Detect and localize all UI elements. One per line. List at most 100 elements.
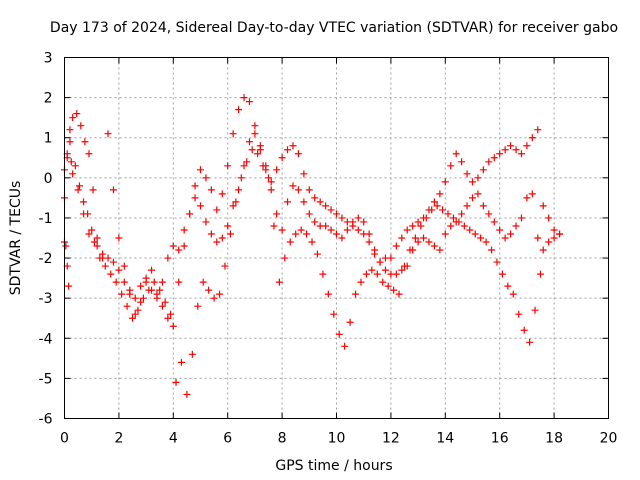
- data-point: [512, 146, 520, 154]
- data-point: [207, 230, 215, 238]
- data-point: [490, 218, 498, 226]
- data-point: [251, 130, 259, 138]
- data-point: [145, 286, 153, 294]
- x-tick-label: 2: [114, 431, 123, 447]
- data-point: [267, 186, 275, 194]
- data-point: [243, 158, 251, 166]
- data-point: [422, 214, 430, 222]
- x-tick-label: 12: [382, 431, 400, 447]
- data-point: [335, 330, 343, 338]
- data-point: [433, 202, 441, 210]
- data-point: [218, 190, 226, 198]
- data-point: [463, 170, 471, 178]
- data-point: [134, 306, 142, 314]
- x-tick-label: 20: [600, 431, 618, 447]
- data-point: [501, 234, 509, 242]
- data-point: [229, 130, 237, 138]
- data-point: [409, 222, 417, 230]
- data-point: [333, 210, 340, 218]
- data-point: [120, 278, 128, 286]
- data-point: [316, 198, 324, 206]
- data-point: [81, 138, 89, 146]
- data-point: [183, 390, 191, 398]
- data-point: [338, 234, 346, 242]
- data-point: [251, 122, 259, 130]
- data-point: [545, 214, 553, 222]
- data-point: [460, 222, 468, 230]
- data-point: [545, 238, 553, 246]
- data-point: [354, 226, 362, 234]
- data-point: [357, 278, 365, 286]
- data-point: [311, 194, 319, 202]
- data-point: [186, 210, 194, 218]
- data-point: [120, 262, 128, 270]
- data-point: [550, 234, 558, 242]
- data-point: [207, 186, 215, 194]
- data-point: [221, 262, 229, 270]
- data-point: [177, 358, 185, 366]
- data-point: [71, 162, 79, 170]
- data-point: [479, 166, 487, 174]
- data-point: [534, 234, 542, 242]
- data-point: [300, 198, 308, 206]
- data-point: [455, 218, 463, 226]
- y-tick-label: -6: [39, 412, 53, 428]
- data-point: [463, 202, 471, 210]
- data-point: [104, 130, 112, 138]
- data-point: [109, 258, 117, 266]
- data-point: [327, 226, 335, 234]
- data-point: [414, 218, 422, 226]
- data-point: [245, 138, 253, 146]
- data-point: [115, 266, 123, 274]
- data-point: [235, 106, 243, 114]
- data-point: [235, 186, 243, 194]
- y-tick-label: 2: [44, 91, 53, 107]
- data-point: [66, 138, 74, 146]
- data-point: [428, 206, 436, 214]
- data-point: [93, 234, 101, 242]
- data-point: [398, 234, 406, 242]
- data-point: [466, 226, 474, 234]
- data-point: [371, 246, 379, 254]
- data-point: [420, 234, 428, 242]
- data-point: [381, 266, 389, 274]
- data-point: [213, 206, 221, 214]
- data-point: [392, 242, 400, 250]
- data-point: [270, 222, 278, 230]
- data-point: [129, 314, 136, 322]
- data-point: [199, 278, 207, 286]
- data-point: [469, 194, 476, 202]
- data-point: [305, 210, 313, 218]
- data-point: [523, 194, 531, 202]
- data-point: [362, 270, 370, 278]
- data-point: [303, 230, 311, 238]
- data-point: [123, 302, 131, 310]
- data-point: [556, 230, 564, 238]
- series-track-c: [61, 138, 544, 398]
- data-point: [354, 214, 362, 222]
- data-point: [392, 270, 400, 278]
- data-point: [534, 126, 542, 134]
- data-point: [346, 318, 354, 326]
- data-point: [180, 226, 188, 234]
- data-point: [520, 326, 528, 334]
- data-point: [131, 310, 139, 318]
- x-axis-label: GPS time / hours: [275, 458, 392, 474]
- data-point: [205, 286, 213, 294]
- plot-frame: [64, 57, 609, 419]
- data-point: [496, 150, 504, 158]
- data-point: [512, 222, 520, 230]
- data-point: [436, 190, 444, 198]
- data-point: [93, 242, 101, 250]
- data-point: [65, 282, 73, 290]
- data-point: [153, 290, 161, 298]
- data-point: [531, 306, 539, 314]
- data-point: [365, 230, 373, 238]
- data-point: [384, 282, 392, 290]
- data-point: [66, 126, 74, 134]
- data-point: [365, 238, 373, 246]
- data-point: [286, 238, 294, 246]
- data-point: [62, 242, 70, 250]
- data-point: [528, 190, 536, 198]
